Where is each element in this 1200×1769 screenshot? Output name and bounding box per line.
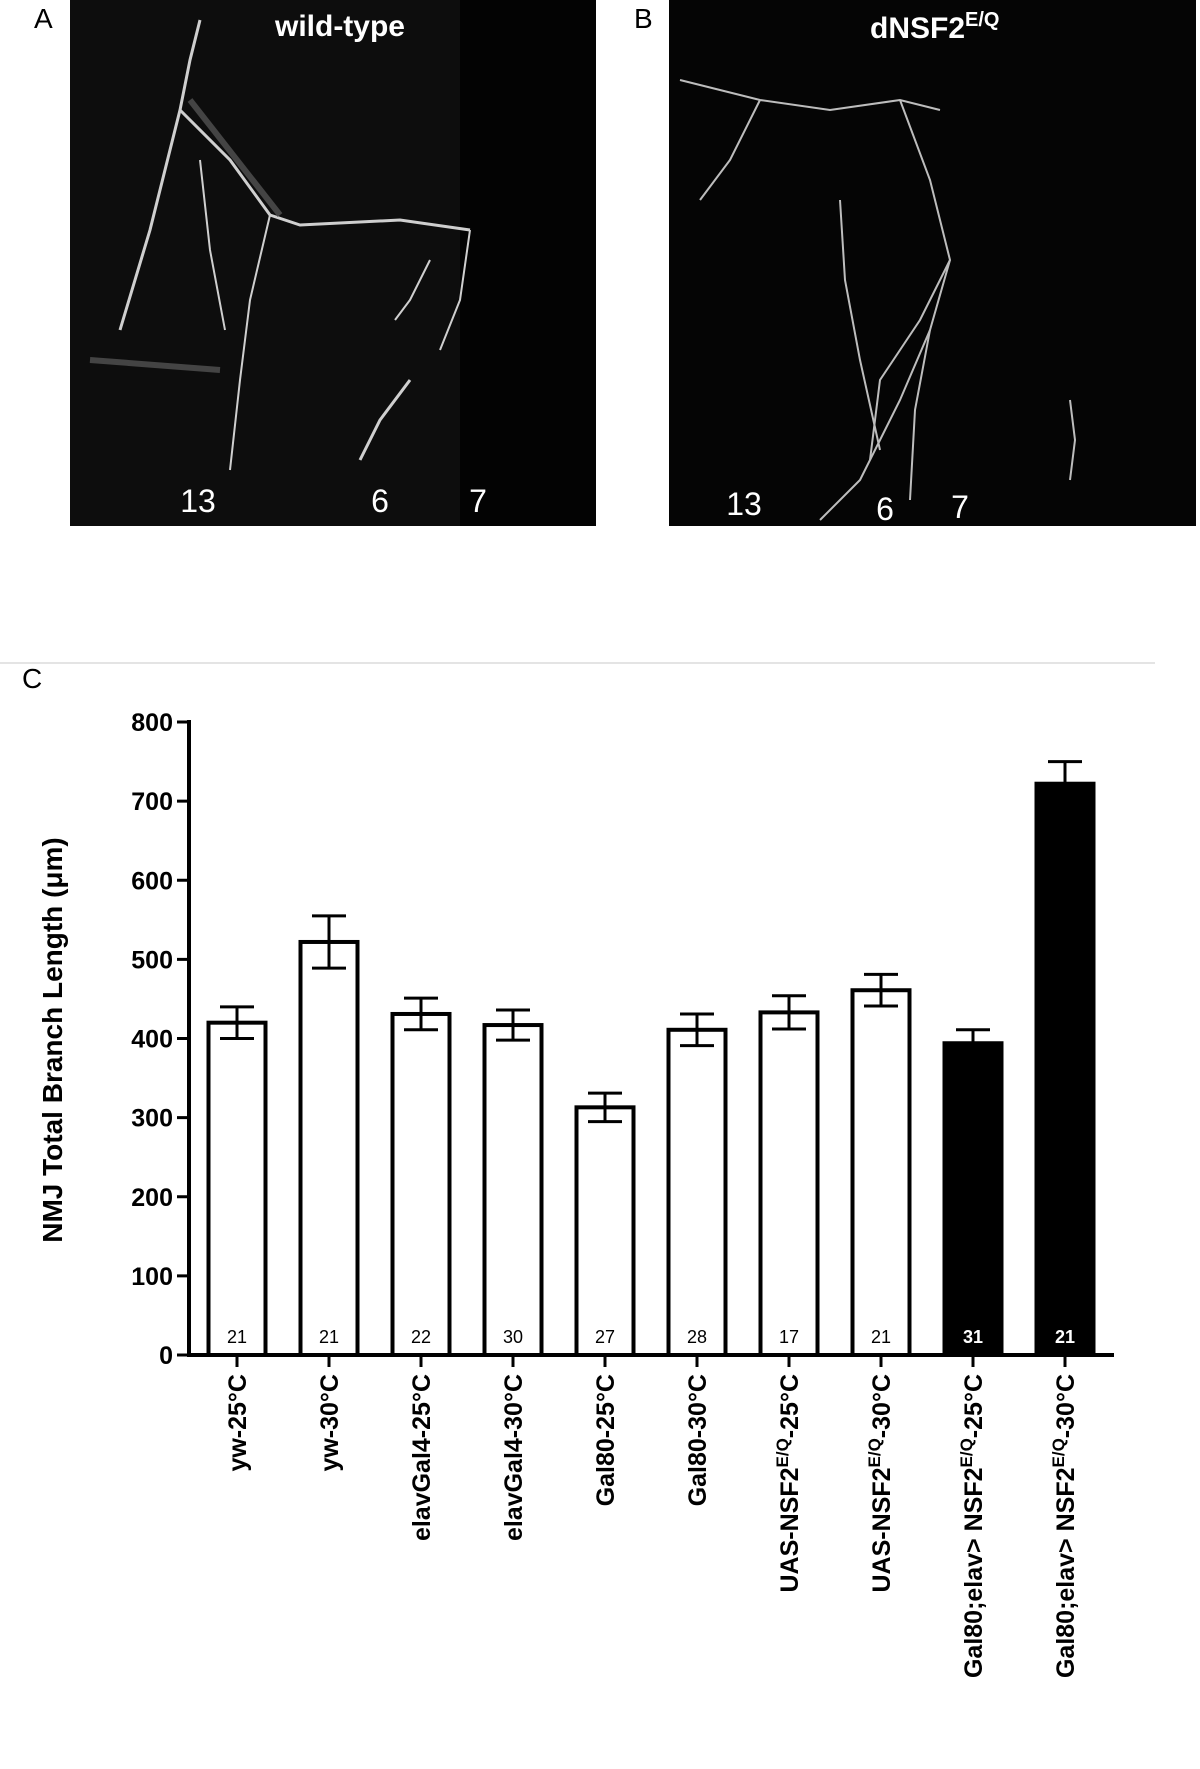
- x-tick-label: UAS-NSF2E/Q-30°C: [865, 1374, 896, 1593]
- label-text: -30°C: [868, 1374, 896, 1438]
- y-tick-label: 500: [131, 946, 173, 974]
- n-label: 17: [779, 1327, 799, 1347]
- label-text: Gal80-30°C: [684, 1374, 712, 1506]
- bar: [298, 939, 360, 1358]
- label-superscript: E/Q: [773, 1438, 792, 1467]
- x-tick-label: Gal80-30°C: [684, 1374, 712, 1506]
- label-superscript: E/Q: [1049, 1438, 1068, 1467]
- title-text: dNSF2: [870, 12, 965, 45]
- y-tick-label: 100: [131, 1263, 173, 1291]
- label-text: UAS-NSF2: [776, 1467, 804, 1592]
- x-tick-label: elavGal4-25°C: [408, 1374, 436, 1541]
- error-bar: [680, 1012, 714, 1048]
- n-label: 27: [595, 1327, 615, 1347]
- label-text: Gal80;elav> NSF2: [960, 1467, 988, 1678]
- micrograph-a: [70, 0, 596, 526]
- n-label: 21: [871, 1327, 891, 1347]
- label-superscript: E/Q: [865, 1438, 884, 1467]
- y-tick-label: 600: [131, 867, 173, 895]
- n-label: 22: [411, 1327, 431, 1347]
- muscle-label: 13: [726, 486, 762, 522]
- error-bar: [588, 1091, 622, 1124]
- x-tick-label: yw-25°C: [224, 1374, 252, 1472]
- error-bar: [956, 1028, 990, 1059]
- title-superscript: E/Q: [965, 9, 999, 31]
- y-tick-label: 400: [131, 1026, 173, 1054]
- error-bar: [220, 1005, 254, 1040]
- muscle-label: 6: [876, 491, 894, 527]
- label-superscript: E/Q: [957, 1438, 976, 1467]
- bar: [850, 988, 912, 1357]
- error-bar: [312, 914, 346, 970]
- muscle-label: 13: [180, 483, 216, 519]
- label-text: UAS-NSF2: [868, 1467, 896, 1592]
- muscle-label: 6: [371, 483, 389, 519]
- y-tick-label: 700: [131, 788, 173, 816]
- bar: [758, 1010, 820, 1357]
- micrograph-b: [669, 0, 1196, 526]
- bar: [666, 1027, 728, 1357]
- bar: [482, 1023, 544, 1357]
- x-tick-label: yw-30°C: [316, 1374, 344, 1472]
- x-tick-label: UAS-NSF2E/Q-25°C: [773, 1374, 804, 1593]
- bar: [1034, 781, 1096, 1357]
- title-text: wild-type: [274, 10, 405, 43]
- label-text: elavGal4-25°C: [408, 1374, 436, 1541]
- panel-title: dNSF2E/Q: [870, 9, 999, 45]
- bar: [574, 1105, 636, 1357]
- label-text: Gal80-25°C: [592, 1374, 620, 1506]
- error-bar: [772, 994, 806, 1031]
- error-bar: [496, 1008, 530, 1042]
- x-tick-label: Gal80;elav> NSF2E/Q-30°C: [1049, 1374, 1080, 1678]
- n-label: 28: [687, 1327, 707, 1347]
- y-axis-label: NMJ Total Branch Length (μm): [37, 837, 68, 1243]
- bar: [206, 1020, 268, 1357]
- n-label: 30: [503, 1327, 523, 1347]
- label-text: -25°C: [776, 1374, 804, 1438]
- n-label: 21: [227, 1327, 247, 1347]
- y-tick-label: 300: [131, 1105, 173, 1133]
- label-text: Gal80;elav> NSF2: [1052, 1467, 1080, 1678]
- y-tick-label: 200: [131, 1184, 173, 1212]
- y-tick-label: 0: [159, 1342, 173, 1370]
- n-label: 21: [1055, 1327, 1075, 1347]
- label-text: -25°C: [960, 1374, 988, 1438]
- x-tick-label: Gal80;elav> NSF2E/Q-25°C: [957, 1374, 988, 1678]
- panel-letter: B: [634, 3, 653, 34]
- x-tick-label: Gal80-25°C: [592, 1374, 620, 1506]
- plot: 0 100 200 300 400 500 600 700 800 21 yw-25°C 21 yw-3…: [131, 709, 1114, 1678]
- muscle-label: 7: [469, 483, 487, 519]
- label-text: yw-25°C: [224, 1374, 252, 1472]
- panel-letter: C: [22, 663, 42, 694]
- n-label: 31: [963, 1327, 983, 1347]
- n-label: 21: [319, 1327, 339, 1347]
- error-bar: [864, 972, 898, 1008]
- error-bar: [404, 996, 438, 1032]
- label-text: -30°C: [1052, 1374, 1080, 1438]
- panel-letter: A: [34, 3, 53, 34]
- label-text: yw-30°C: [316, 1374, 344, 1472]
- bar: [942, 1041, 1004, 1358]
- error-bar: [1048, 760, 1082, 808]
- y-tick-label: 800: [131, 709, 173, 737]
- x-tick-label: elavGal4-30°C: [500, 1374, 528, 1541]
- muscle-label: 7: [951, 489, 969, 525]
- label-text: elavGal4-30°C: [500, 1374, 528, 1541]
- panel-title: wild-type: [274, 10, 405, 43]
- bar: [390, 1011, 452, 1357]
